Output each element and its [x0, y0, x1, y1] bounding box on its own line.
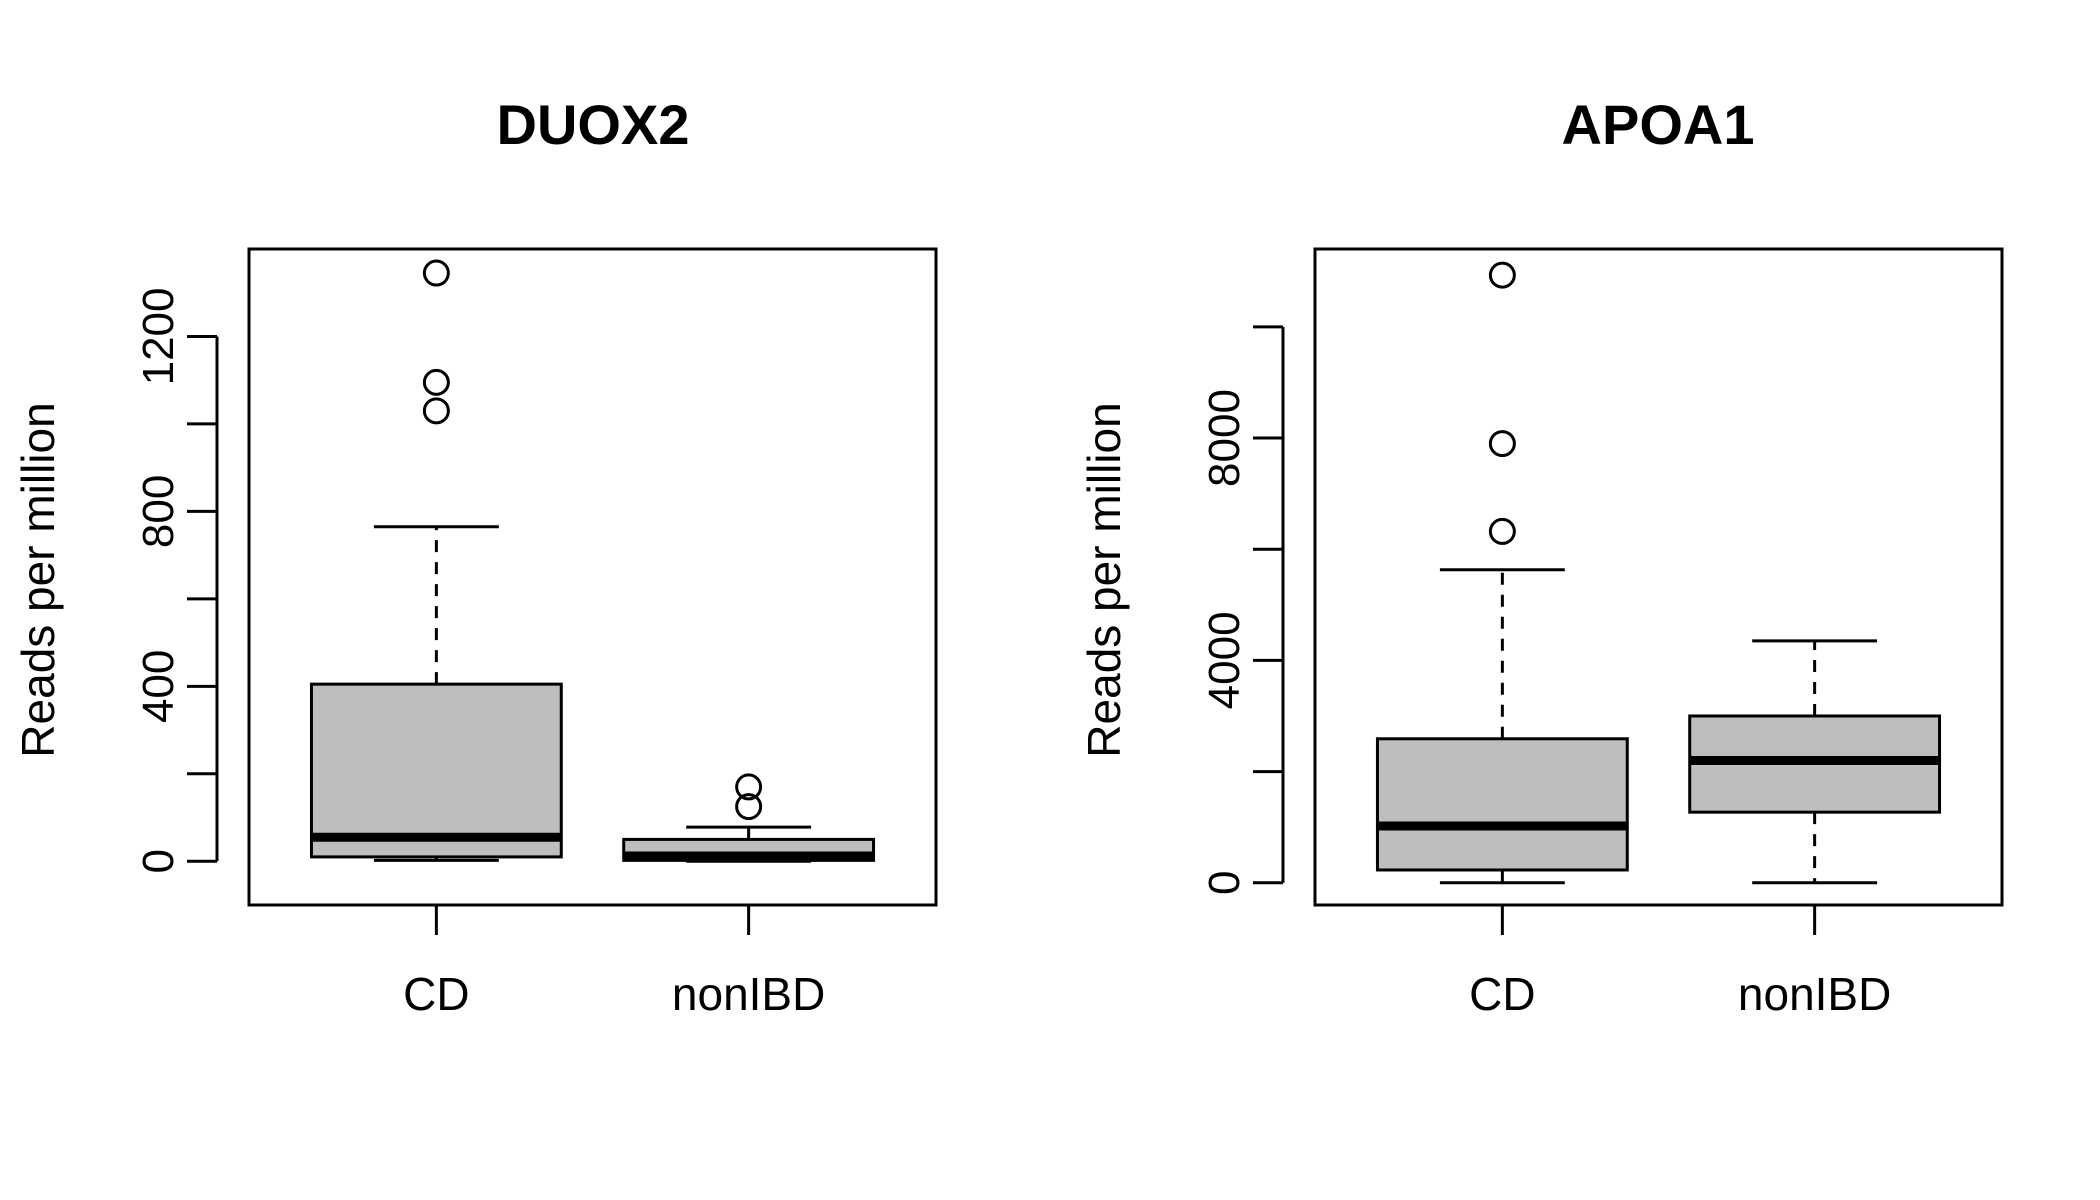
x-tick-label: nonIBD: [672, 968, 825, 1020]
y-tick-label: 4000: [1200, 611, 1249, 709]
outlier-point: [1488, 261, 1516, 289]
box-nonIBD: [1688, 639, 1942, 885]
y-tick-label: 1200: [134, 288, 183, 386]
x-tick-label: CD: [403, 968, 469, 1020]
plot-area: 0 4000 8000 CD nonIBD: [1200, 247, 2004, 1020]
box-nonIBD: [622, 773, 876, 863]
outlier-point: [422, 397, 450, 425]
x-tick-label: CD: [1469, 968, 1535, 1020]
chart-title: DUOX2: [497, 93, 690, 156]
y-axis-label: Reads per million: [1078, 402, 1130, 757]
y-tick-label: 800: [134, 475, 183, 548]
x-tick-label: nonIBD: [1738, 968, 1891, 1020]
y-tick-label: 0: [1200, 871, 1249, 895]
y-axis-label: Reads per million: [12, 402, 64, 757]
y-tick-label: 8000: [1200, 389, 1249, 487]
outlier-point: [1488, 430, 1516, 458]
y-tick-label: 0: [134, 849, 183, 873]
outlier-point: [422, 368, 450, 396]
chart-title: APOA1: [1562, 93, 1755, 156]
iqr-box: [309, 682, 563, 859]
plot-area: 0 400 800 1200 CD nonIBD: [134, 247, 938, 1020]
outlier-point: [735, 773, 763, 801]
y-tick-label: 400: [134, 650, 183, 723]
iqr-box: [1375, 737, 1629, 872]
outlier-point: [422, 259, 450, 287]
panel-apoa1: APOA1 Reads per million 0 4000 8000 CD nonIB…: [1078, 93, 2004, 1020]
outlier-point: [735, 793, 763, 821]
box-CD: [1375, 261, 1629, 885]
box-CD: [309, 259, 563, 862]
outlier-point: [1488, 517, 1516, 545]
panel-duox2: DUOX2 Reads per million 0 400 800 1200 CD non…: [12, 93, 938, 1020]
